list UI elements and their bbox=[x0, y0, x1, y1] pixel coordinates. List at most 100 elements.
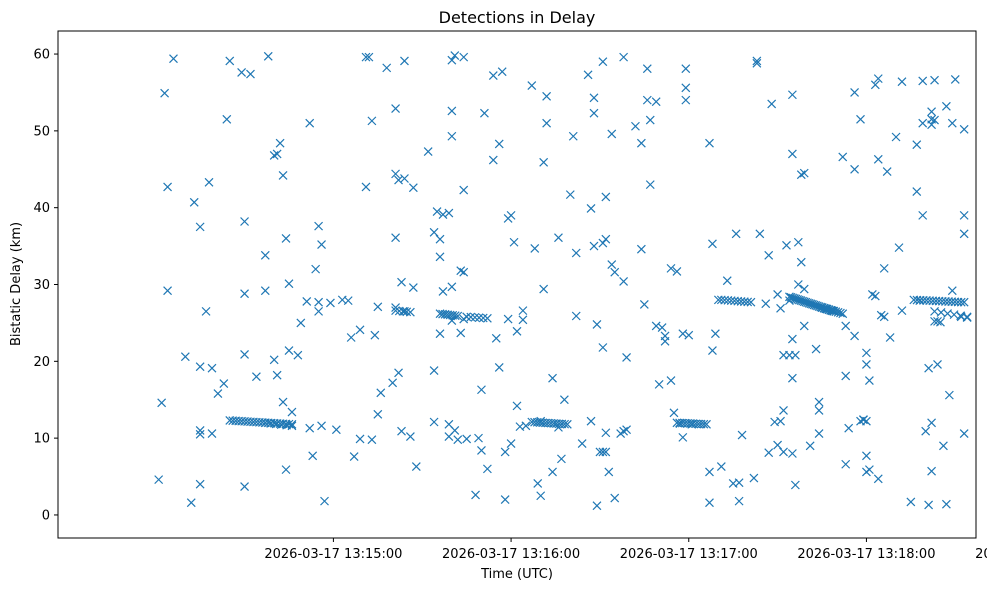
data-point bbox=[343, 296, 353, 306]
data-point bbox=[601, 428, 611, 438]
plot-background bbox=[58, 31, 976, 538]
data-point bbox=[287, 407, 297, 417]
data-point bbox=[391, 306, 401, 316]
data-point bbox=[497, 67, 507, 77]
data-point bbox=[752, 56, 762, 66]
data-point bbox=[367, 116, 377, 126]
data-point bbox=[542, 118, 552, 128]
data-point bbox=[429, 227, 439, 237]
data-point bbox=[478, 313, 488, 323]
chart-title: Detections in Delay bbox=[439, 8, 596, 27]
data-point bbox=[879, 263, 889, 273]
data-point bbox=[927, 466, 937, 476]
data-point bbox=[500, 447, 510, 457]
data-point bbox=[767, 99, 777, 109]
data-point bbox=[885, 333, 895, 342]
data-point bbox=[764, 250, 774, 260]
data-point bbox=[405, 432, 415, 442]
data-point bbox=[548, 467, 557, 477]
data-point bbox=[462, 312, 472, 322]
data-point bbox=[651, 97, 661, 107]
data-point bbox=[219, 379, 229, 389]
data-point bbox=[645, 180, 655, 190]
data-point bbox=[722, 276, 732, 286]
data-point bbox=[789, 293, 799, 303]
data-point bbox=[814, 397, 824, 407]
data-point bbox=[805, 441, 815, 451]
data-point bbox=[956, 297, 966, 307]
data-point bbox=[592, 501, 602, 511]
data-point bbox=[320, 496, 329, 506]
data-point bbox=[246, 69, 255, 79]
data-point bbox=[959, 229, 969, 239]
data-point bbox=[272, 149, 282, 159]
data-point bbox=[314, 297, 324, 307]
data-point bbox=[331, 425, 341, 435]
data-point bbox=[444, 208, 454, 218]
x-tick-label: 2026-03-17 13:17:00 bbox=[620, 547, 758, 562]
data-point bbox=[803, 298, 812, 308]
data-point bbox=[672, 267, 682, 276]
data-point bbox=[491, 333, 501, 343]
data-point bbox=[213, 389, 223, 399]
data-point bbox=[794, 295, 804, 305]
data-point bbox=[480, 108, 489, 118]
data-point bbox=[542, 91, 552, 101]
data-point bbox=[636, 244, 646, 254]
data-point bbox=[773, 290, 783, 299]
data-point bbox=[565, 190, 575, 200]
data-point bbox=[539, 157, 549, 167]
data-point bbox=[195, 479, 205, 489]
data-point bbox=[918, 76, 928, 86]
data-point bbox=[405, 307, 415, 317]
data-point bbox=[355, 434, 365, 444]
data-point bbox=[459, 52, 469, 62]
data-point bbox=[314, 221, 324, 231]
data-point bbox=[559, 395, 569, 405]
data-point bbox=[317, 421, 326, 431]
data-point bbox=[450, 51, 460, 61]
data-point bbox=[947, 118, 957, 128]
data-point bbox=[438, 210, 448, 220]
data-point bbox=[864, 465, 874, 475]
data-point bbox=[921, 426, 931, 436]
data-point bbox=[435, 234, 445, 244]
data-point bbox=[799, 297, 809, 307]
data-point bbox=[708, 346, 717, 355]
data-point bbox=[936, 317, 945, 327]
data-point bbox=[240, 349, 249, 359]
data-point bbox=[225, 56, 235, 66]
data-point bbox=[870, 80, 880, 90]
data-point bbox=[702, 419, 711, 429]
data-point bbox=[370, 330, 380, 340]
data-point bbox=[927, 114, 937, 124]
data-point bbox=[251, 372, 261, 382]
data-point bbox=[500, 495, 510, 505]
data-point bbox=[793, 280, 803, 289]
data-point bbox=[527, 81, 537, 90]
data-point bbox=[471, 490, 480, 500]
data-point bbox=[607, 260, 617, 269]
y-tick-label: 20 bbox=[33, 355, 50, 370]
data-point bbox=[950, 74, 960, 84]
x-axis: 2026-03-17 13:15:00 2026-03-17 13:16:00 20… bbox=[264, 538, 987, 562]
data-point bbox=[870, 291, 880, 301]
data-point bbox=[521, 421, 531, 431]
data-point bbox=[924, 500, 934, 510]
data-point bbox=[746, 297, 756, 307]
data-point bbox=[752, 58, 762, 68]
data-point bbox=[610, 267, 620, 277]
data-point bbox=[811, 301, 821, 310]
data-point bbox=[755, 229, 765, 239]
data-point bbox=[918, 118, 928, 128]
data-point bbox=[930, 115, 939, 125]
data-point bbox=[716, 462, 726, 471]
data-point bbox=[787, 449, 797, 458]
data-point bbox=[398, 306, 408, 316]
data-point bbox=[790, 480, 800, 490]
data-point bbox=[477, 385, 486, 395]
data-point bbox=[786, 292, 796, 302]
data-point bbox=[799, 168, 809, 178]
data-point bbox=[512, 326, 522, 336]
data-point bbox=[447, 55, 457, 65]
